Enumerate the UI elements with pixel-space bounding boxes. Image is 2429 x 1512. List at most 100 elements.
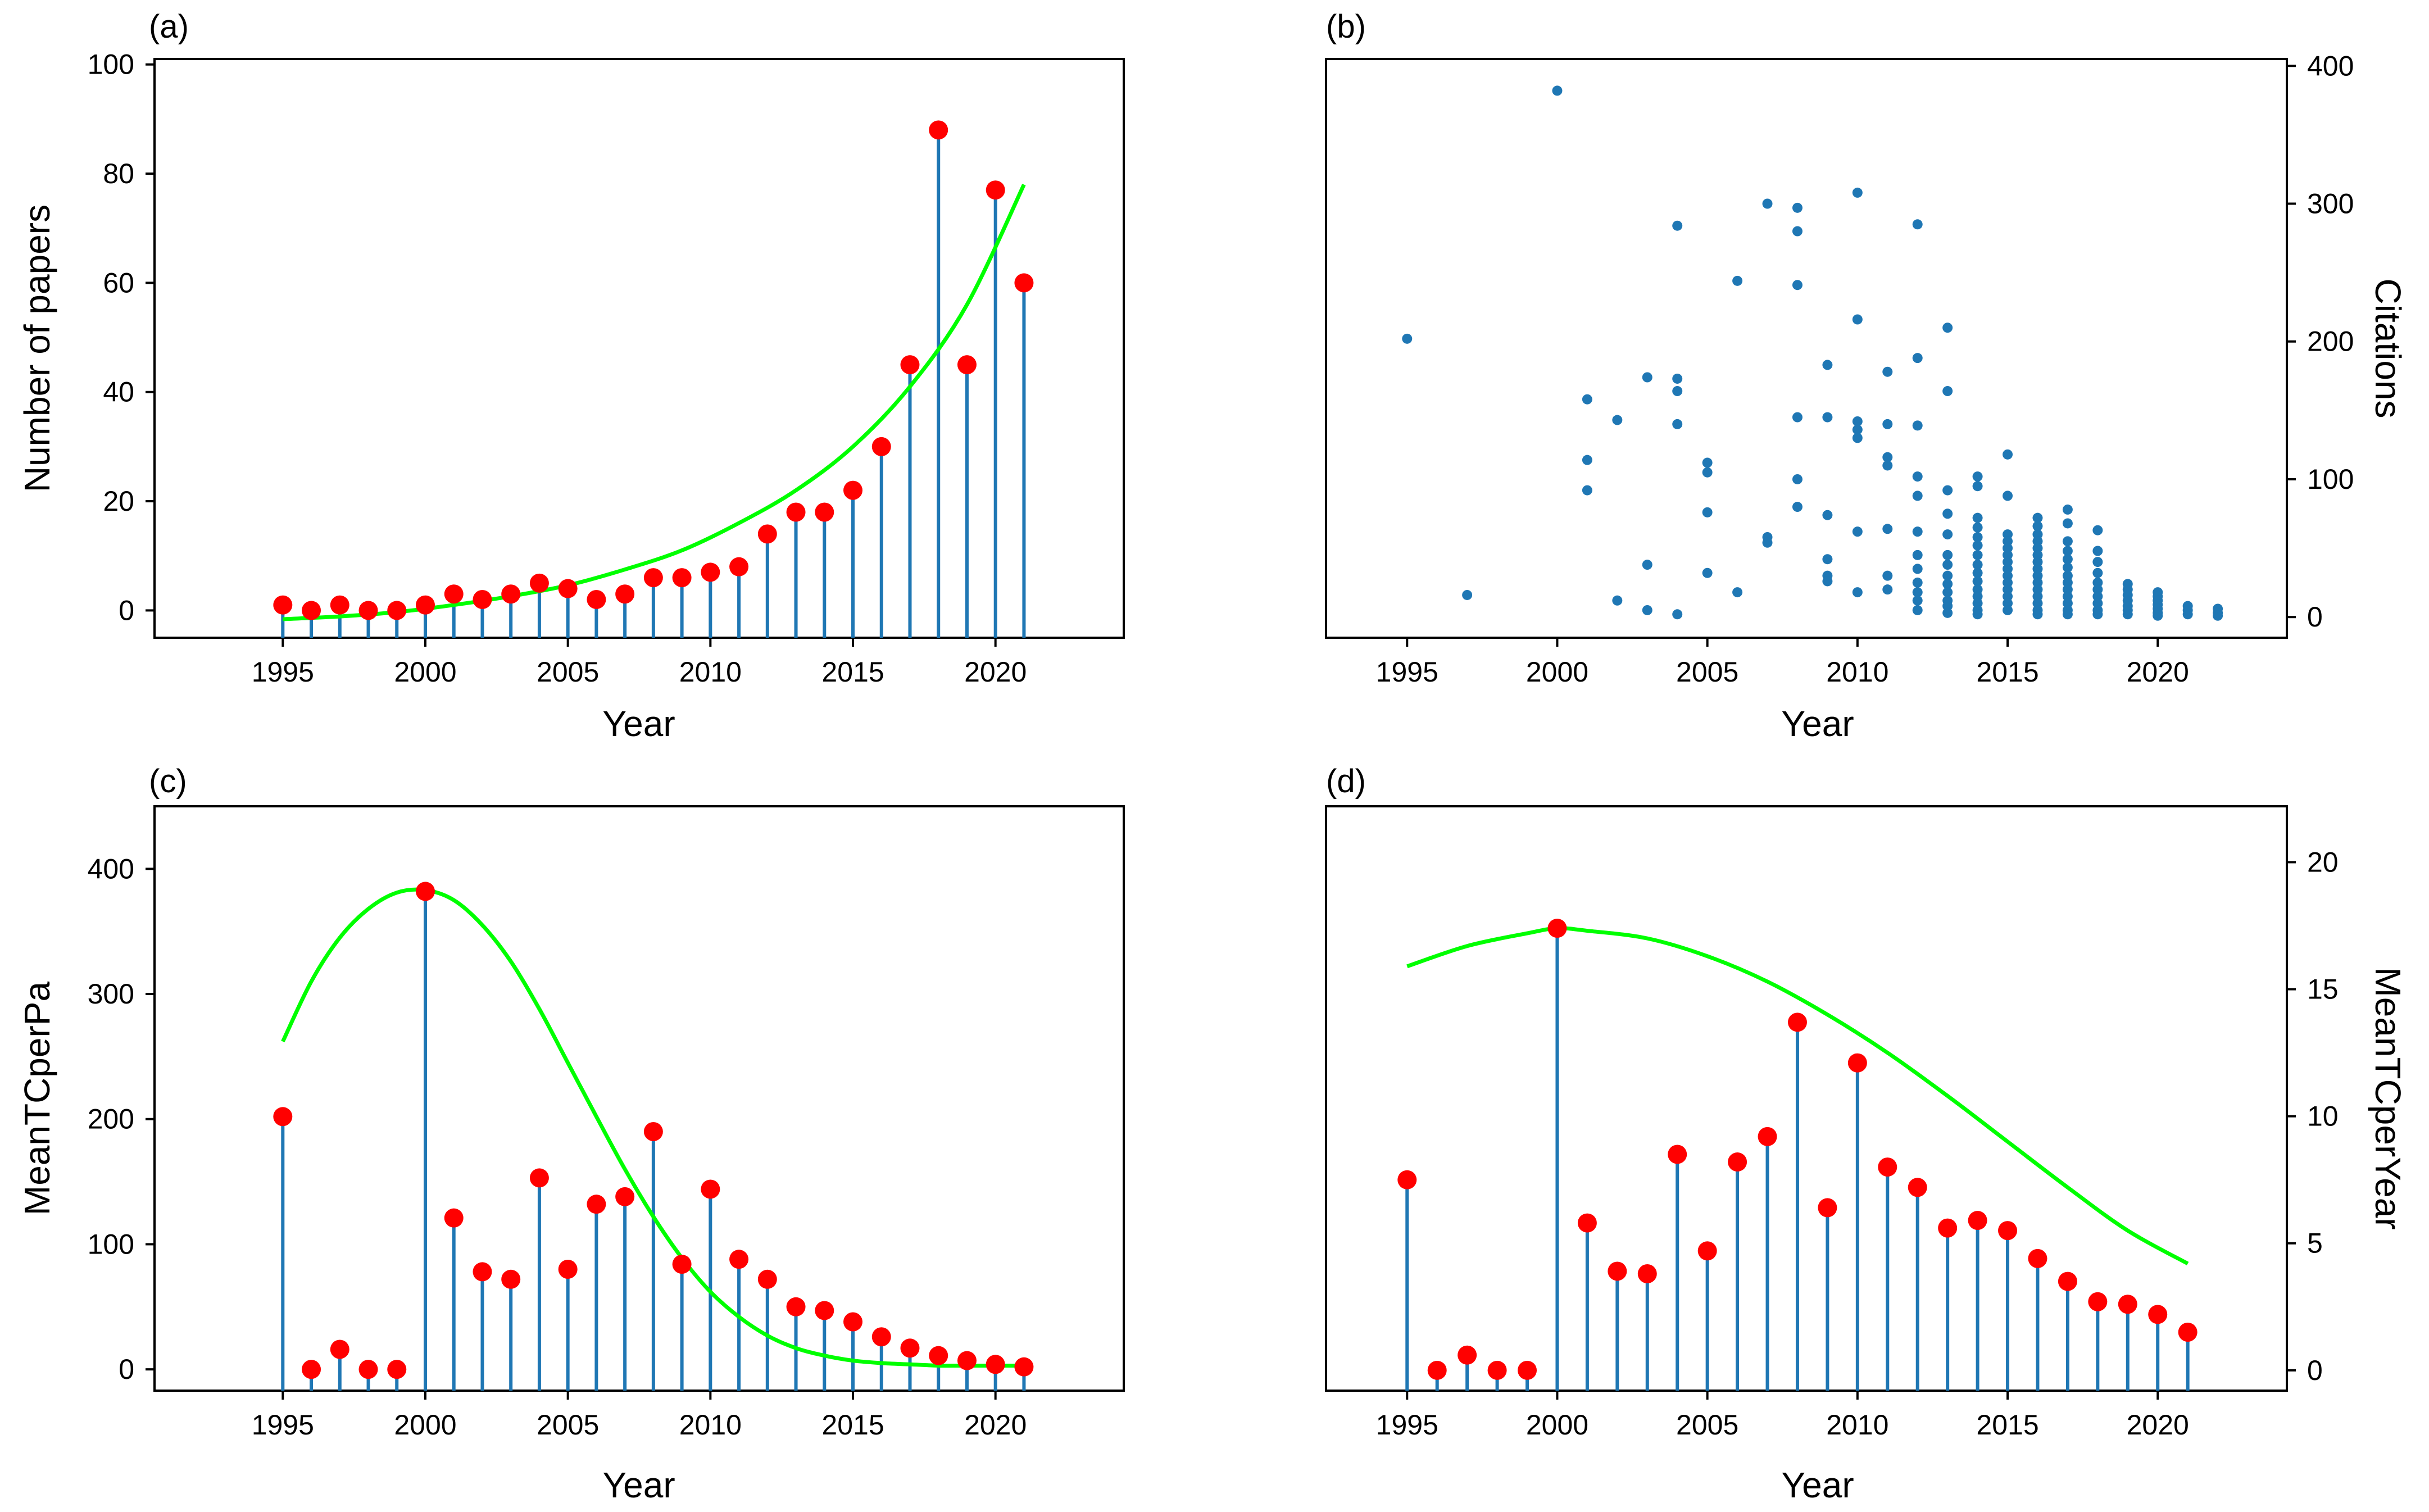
y-tick-label: 0	[119, 594, 134, 626]
scatter-point	[1882, 524, 1893, 534]
x-tick-label: 1995	[252, 656, 314, 688]
stem-marker	[815, 1301, 834, 1320]
panel-b-ticks: 1995 2000 2005 2010 2015 2020 0 100 200 300 400	[1376, 50, 2354, 688]
scatter-point	[2092, 546, 2103, 556]
fit-curve	[1406, 926, 2189, 1265]
scatter-point	[1582, 455, 1592, 465]
y-tick-label: 40	[103, 376, 134, 408]
scatter-point	[2182, 609, 2193, 620]
y-tick-label: 60	[103, 267, 134, 298]
stem-marker	[2118, 1295, 2137, 1314]
y-tick-label: 200	[88, 1104, 134, 1135]
stem-marker	[1938, 1218, 1958, 1238]
fit-curve	[283, 183, 1026, 621]
scatter-point	[1402, 333, 1413, 344]
scatter-point	[1612, 415, 1623, 425]
stem-marker	[2028, 1248, 2047, 1268]
scatter-point	[1702, 507, 1713, 517]
stem-marker	[871, 1327, 891, 1347]
scatter-point	[1972, 550, 1983, 560]
scatter-point	[1642, 605, 1652, 615]
y-tick-label: 100	[88, 1228, 134, 1260]
scatter-point	[1972, 560, 1983, 570]
stem-marker	[1014, 1357, 1034, 1377]
panel-d-ticks: 1995 2000 2005 2010 2015 2020 0 5 10 15 20	[1376, 846, 2339, 1441]
stem-marker	[302, 601, 321, 620]
x-tick-label: 1995	[252, 1409, 314, 1441]
scatter-point	[1942, 550, 1953, 560]
stem-marker	[1787, 1012, 1807, 1032]
scatter-point	[1672, 419, 1683, 429]
panel-c: (c) 1995 2000 2005 2010 2015 2020 0 100 200 300 40…	[17, 763, 1125, 1505]
x-tick-label: 2005	[1676, 656, 1738, 688]
scatter-point	[2122, 609, 2133, 620]
stem-marker	[957, 355, 977, 375]
scatter-point	[1702, 457, 1713, 468]
stem-marker	[1968, 1211, 1987, 1231]
stem-marker	[558, 579, 578, 598]
panel-b: (b) 1995 2000 2005 2010 2015 2020 0 100 200 300 40…	[1325, 8, 2408, 744]
stem-marker	[643, 568, 663, 588]
scatter-point	[1732, 587, 1743, 598]
stem-marker	[529, 573, 549, 593]
scatter-point	[1942, 508, 1953, 519]
stem-marker	[387, 601, 407, 620]
x-tick-label: 2015	[1976, 656, 2038, 688]
stem-marker	[929, 120, 948, 140]
scatter-point	[1672, 609, 1683, 620]
y-tick-label: 300	[88, 978, 134, 1010]
scatter-point	[1912, 353, 1923, 364]
stem-marker	[473, 1262, 492, 1282]
stem-marker	[1608, 1261, 1627, 1281]
panel-b-frame	[1325, 58, 2288, 639]
scatter-point	[1882, 584, 1893, 595]
stem-marker	[757, 524, 777, 544]
scatter-point	[1852, 526, 1863, 537]
scatter-point	[2032, 512, 2043, 523]
panel-a-marks	[273, 120, 1034, 638]
scatter-point	[1942, 587, 1953, 598]
scatter-point	[1942, 323, 1953, 333]
scatter-point	[1972, 522, 1983, 533]
scatter-point	[1582, 485, 1592, 496]
panel-c-xlabel: Year	[602, 1465, 675, 1505]
x-tick-label: 2000	[1526, 656, 1588, 688]
panel-b-marks	[1402, 85, 2223, 621]
stem-marker	[1668, 1145, 1687, 1164]
scatter-point	[1852, 587, 1863, 598]
x-tick-label: 2000	[394, 1409, 456, 1441]
stem-marker	[843, 480, 863, 500]
panel-d-xlabel: Year	[1781, 1465, 1854, 1505]
scatter-point	[1942, 570, 1953, 581]
scatter-point	[1822, 510, 1833, 520]
scatter-point	[1822, 554, 1833, 565]
panel-d-ylabel: MeanTCperYear	[2368, 967, 2408, 1229]
stem-marker	[757, 1269, 777, 1289]
stem-marker	[986, 1355, 1005, 1374]
scatter-point	[1972, 481, 1983, 492]
x-tick-label: 2015	[1976, 1409, 2038, 1441]
scatter-point	[2092, 609, 2103, 620]
panel-c-frame	[153, 805, 1125, 1392]
panel-b-label: (b)	[1326, 8, 1366, 45]
x-tick-label: 2005	[537, 1409, 599, 1441]
stem-marker	[957, 1351, 977, 1370]
stem-marker	[1818, 1198, 1837, 1218]
scatter-point	[1672, 220, 1683, 231]
scatter-point	[1882, 419, 1893, 429]
panel-c-ylabel: MeanTCperPa	[17, 982, 57, 1216]
scatter-point	[1972, 532, 1983, 542]
scatter-point	[2062, 554, 2073, 565]
scatter-point	[1972, 576, 1983, 587]
x-tick-label: 2015	[821, 1409, 884, 1441]
stem-marker	[558, 1259, 578, 1279]
scatter-point	[1642, 372, 1652, 383]
scatter-point	[1792, 502, 1803, 512]
stem-marker	[1577, 1213, 1597, 1233]
scatter-point	[1852, 187, 1863, 198]
stem-marker	[273, 595, 293, 615]
scatter-point	[1942, 579, 1953, 589]
scatter-point	[1762, 537, 1773, 548]
stem-marker	[1014, 273, 1034, 293]
stem-marker	[615, 584, 635, 604]
